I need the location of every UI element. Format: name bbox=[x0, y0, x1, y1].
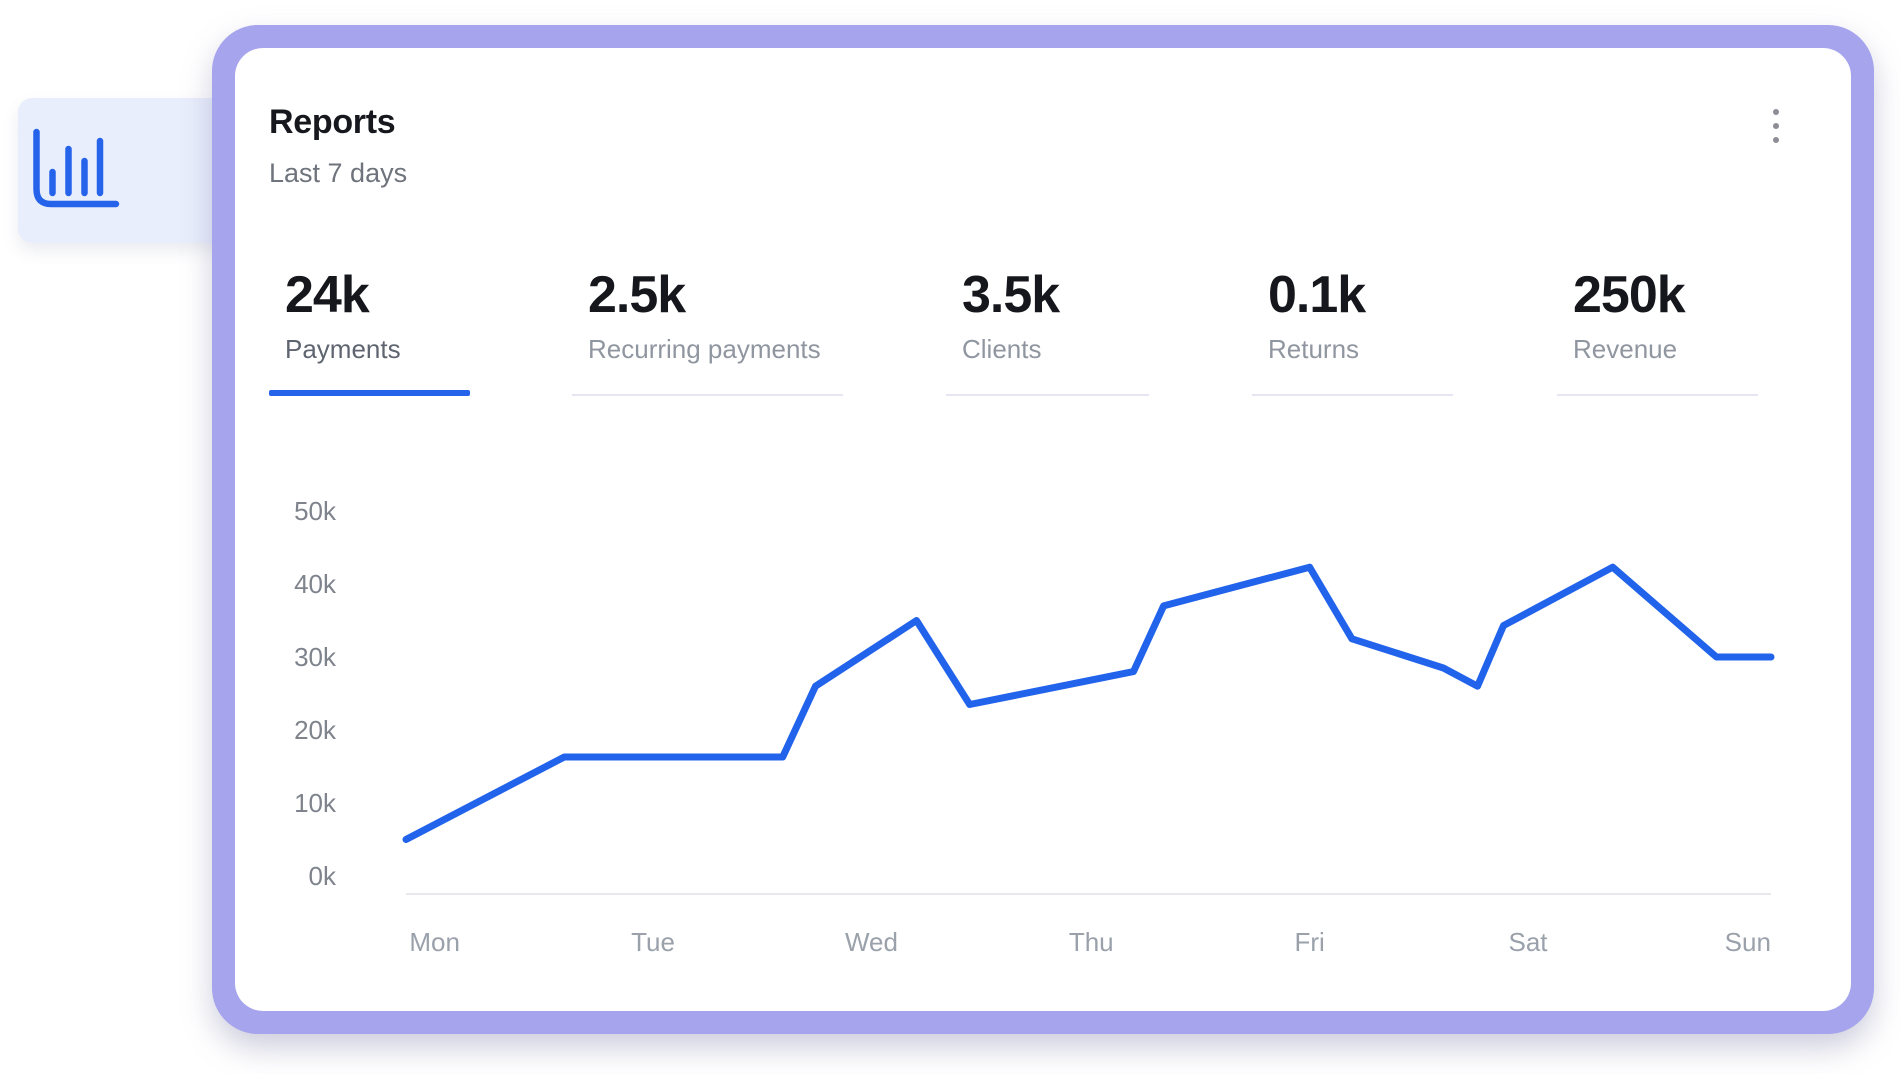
bar-chart-icon bbox=[33, 128, 120, 208]
tab-payments[interactable]: 24k Payments bbox=[269, 254, 470, 400]
tab-underline bbox=[572, 394, 843, 396]
x-tick-label: Fri bbox=[1294, 927, 1325, 957]
tab-underline bbox=[946, 394, 1149, 396]
stat-label: Clients bbox=[962, 334, 1042, 364]
y-tick-label: 40k bbox=[294, 569, 336, 599]
active-tab-underline bbox=[269, 390, 470, 396]
x-tick-label: Mon bbox=[409, 927, 460, 957]
x-tick-label: Sat bbox=[1508, 927, 1548, 957]
y-tick-label: 20k bbox=[294, 715, 336, 745]
tab-recurring-payments[interactable]: 2.5k Recurring payments bbox=[572, 268, 843, 400]
tab-revenue[interactable]: 250k Revenue bbox=[1557, 268, 1758, 400]
stat-label: Recurring payments bbox=[588, 334, 821, 364]
y-tick-label: 50k bbox=[294, 496, 336, 526]
x-tick-label: Tue bbox=[631, 927, 675, 957]
stat-label: Payments bbox=[285, 334, 401, 364]
reports-card-inner: Reports Last 7 days 24k Payments 2.5k Re… bbox=[235, 48, 1851, 1011]
stat-value: 0.1k bbox=[1268, 266, 1366, 324]
y-tick-label: 30k bbox=[294, 642, 336, 672]
payments-line bbox=[402, 563, 1775, 843]
reports-card: Reports Last 7 days 24k Payments 2.5k Re… bbox=[212, 25, 1874, 1034]
date-range-label: Last 7 days bbox=[269, 158, 408, 188]
kebab-menu-icon[interactable] bbox=[1756, 96, 1796, 156]
x-tick-label: Thu bbox=[1068, 927, 1114, 957]
tab-returns[interactable]: 0.1k Returns bbox=[1252, 268, 1453, 400]
x-axis-line bbox=[406, 893, 1771, 895]
stat-value: 250k bbox=[1573, 266, 1686, 324]
tab-underline bbox=[1557, 394, 1758, 396]
stat-label: Returns bbox=[1268, 334, 1360, 364]
stat-value: 24k bbox=[285, 266, 370, 324]
tab-underline bbox=[1252, 394, 1453, 396]
y-tick-label: 0k bbox=[308, 861, 336, 891]
page-title: Reports bbox=[269, 103, 396, 141]
y-tick-label: 10k bbox=[294, 788, 336, 818]
stat-value: 2.5k bbox=[588, 266, 686, 324]
x-tick-label: Wed bbox=[844, 927, 898, 957]
stat-value: 3.5k bbox=[962, 266, 1060, 324]
stat-label: Revenue bbox=[1573, 334, 1678, 364]
reports-icon-chip[interactable] bbox=[18, 98, 230, 243]
x-tick-label: Sun bbox=[1724, 927, 1771, 957]
payments-line-chart bbox=[402, 563, 1775, 843]
tab-clients[interactable]: 3.5k Clients bbox=[946, 268, 1149, 400]
